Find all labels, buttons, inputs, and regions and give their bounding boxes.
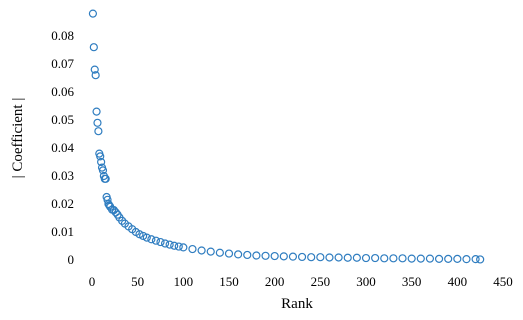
data-point [444,254,453,263]
data-point [156,237,165,247]
y-tick-label: 0.08 [51,28,74,43]
x-tick-label: 200 [265,274,285,289]
data-point [252,251,261,260]
y-tick-label: 0.02 [51,196,74,211]
data-point [98,166,108,175]
data-point [151,236,161,245]
x-tick-label: 150 [219,274,239,289]
data-point [101,174,110,183]
data-point [93,118,102,127]
data-point [89,43,98,52]
data-point [224,249,234,258]
data-point [179,243,188,252]
data-point [88,9,98,18]
y-axis-ticks: 0 0.01 0.02 0.03 0.04 0.05 0.06 0.07 0.08 [51,28,74,267]
data-point [434,254,444,263]
data-point [297,252,307,262]
data-point [243,250,252,260]
data-point [97,157,106,167]
data-point [462,255,471,264]
data-point [325,253,334,262]
y-tick-label: 0.01 [51,224,74,239]
data-point [188,244,197,254]
data-point [279,252,288,261]
data-point [334,253,343,262]
y-tick-label: 0 [68,252,75,267]
data-point [92,107,101,116]
x-tick-label: 450 [493,274,513,289]
data-point [288,252,298,261]
y-tick-label: 0.06 [51,84,74,99]
data-point [476,255,485,264]
data-point [425,254,435,263]
data-point [206,247,215,256]
y-tick-label: 0.04 [51,140,74,155]
x-axis-ticks: 0 50 100 150 200 250 300 350 400 450 [89,274,513,289]
data-point [170,241,179,250]
x-tick-label: 350 [402,274,422,289]
y-tick-label: 0.05 [51,112,74,127]
data-point [118,216,127,225]
y-tick-label: 0.03 [51,168,74,183]
x-tick-label: 400 [448,274,468,289]
data-point [398,254,407,263]
data-point [352,253,361,262]
data-point [91,71,100,80]
x-tick-label: 100 [174,274,194,289]
data-point [103,195,112,204]
data-point [165,240,174,249]
x-tick-label: 50 [131,274,144,289]
x-axis-title: Rank [281,296,313,312]
data-point [174,242,183,251]
data-point [147,235,156,244]
data-point [234,250,243,259]
x-tick-label: 0 [89,274,96,289]
data-point [407,254,416,263]
data-point [343,253,352,262]
data-point [160,239,170,248]
data-point [453,254,462,263]
data-points [88,9,485,264]
data-point [371,253,380,263]
y-axis-title: | Coefficient | [10,98,26,179]
data-point [197,246,206,255]
data-point [90,65,99,74]
data-point [471,255,480,264]
x-tick-label: 300 [356,274,376,289]
data-point [215,248,224,257]
data-point [96,152,105,161]
data-point [361,253,371,263]
data-point [270,251,279,261]
x-tick-label: 250 [311,274,331,289]
data-point [389,254,398,263]
data-point [94,127,103,136]
data-point [316,253,325,262]
data-point [261,251,270,260]
data-point [105,201,114,210]
data-point [416,254,425,263]
data-point [380,254,389,263]
data-point [142,233,151,242]
data-point [307,253,316,262]
y-tick-label: 0.07 [51,56,74,71]
